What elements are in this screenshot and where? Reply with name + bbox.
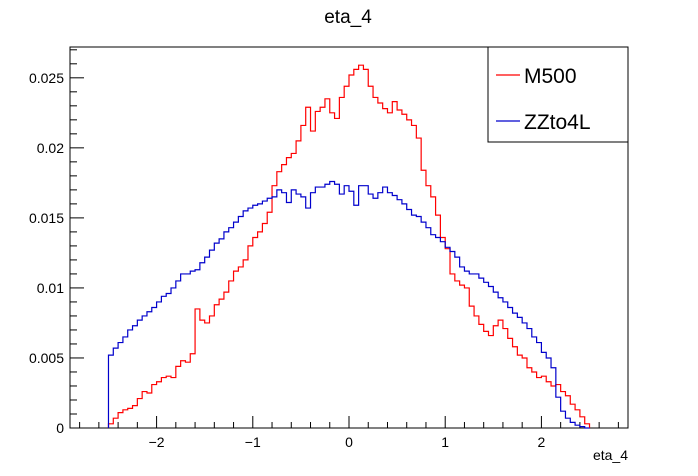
legend: M500 ZZto4L bbox=[487, 46, 629, 143]
legend-label: M500 bbox=[524, 65, 577, 88]
y-tick-label: 0.005 bbox=[29, 350, 64, 366]
axes: 0 0.005 0.01 0.015 0.02 0.025 −2 −1 0 1 2 bbox=[29, 49, 619, 450]
legend-label: ZZto4L bbox=[524, 111, 591, 134]
y-tick-label: 0.025 bbox=[29, 70, 64, 86]
x-tick-label: −2 bbox=[149, 434, 165, 450]
legend-box bbox=[487, 46, 629, 143]
series-line bbox=[107, 64, 591, 428]
series-M500 bbox=[107, 64, 591, 428]
series-layer bbox=[107, 64, 591, 429]
series-ZZto4L bbox=[107, 180, 590, 429]
x-tick-label: 1 bbox=[441, 434, 449, 450]
series-line bbox=[107, 180, 590, 429]
x-tick-label: −1 bbox=[245, 434, 261, 450]
y-tick-label: 0.01 bbox=[37, 280, 64, 296]
x-tick-label: 0 bbox=[345, 434, 353, 450]
y-tick-label: 0.02 bbox=[37, 140, 64, 156]
x-tick-label: 2 bbox=[538, 434, 546, 450]
chart-title: eta_4 bbox=[324, 7, 372, 28]
x-axis-title: eta_4 bbox=[593, 447, 628, 463]
y-tick-label: 0.015 bbox=[29, 210, 64, 226]
y-tick-label: 0 bbox=[56, 420, 64, 436]
